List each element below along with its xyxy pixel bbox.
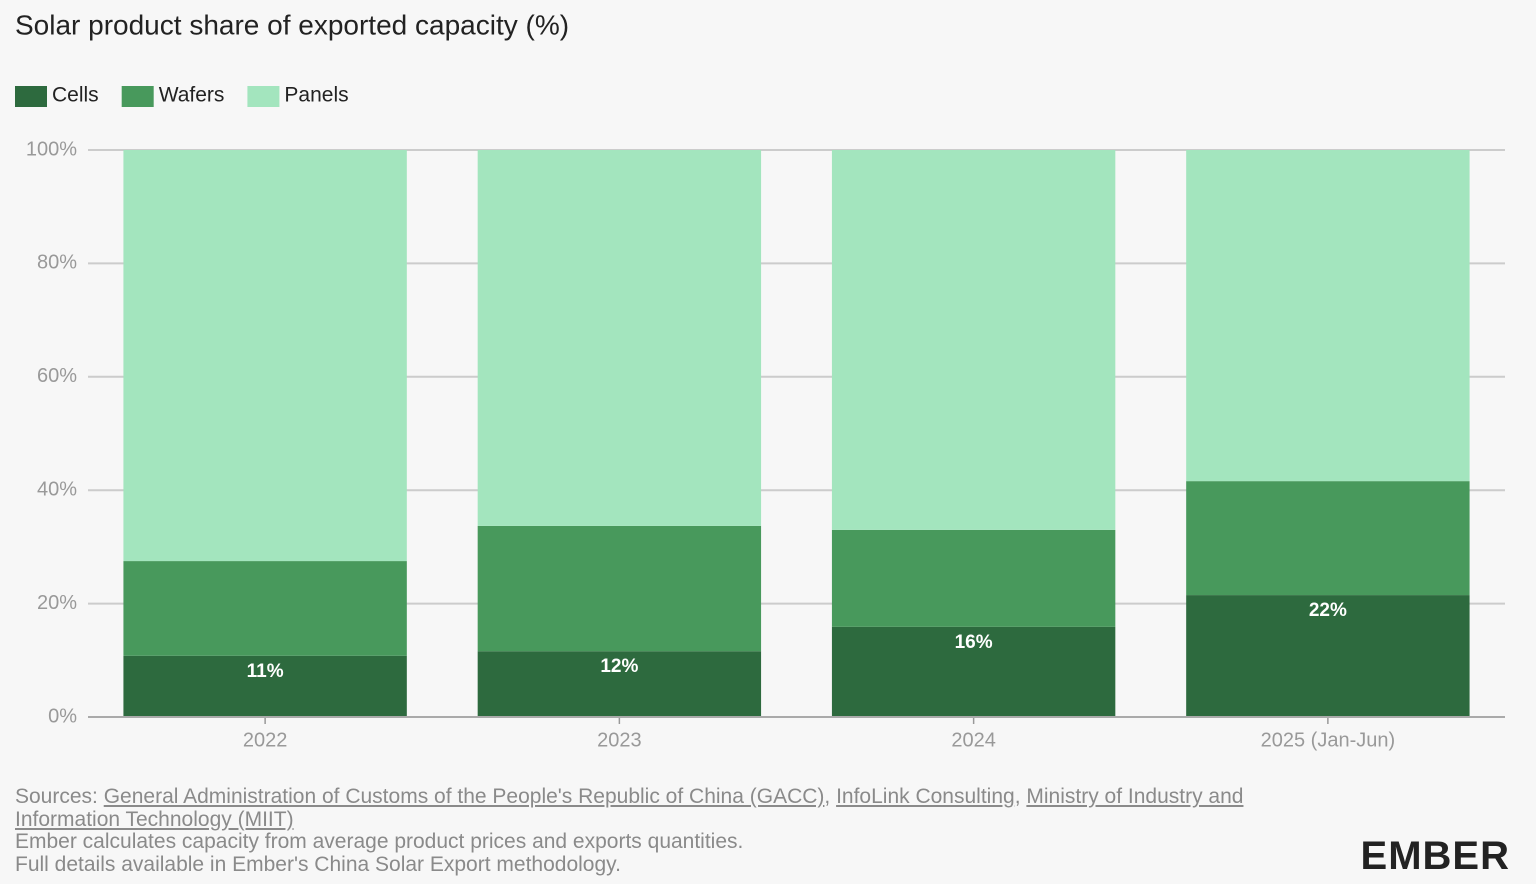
- bar-segment: [1186, 595, 1470, 717]
- data-label: 16%: [955, 632, 993, 653]
- bar-segment: [123, 150, 407, 562]
- source-link[interactable]: General Administration of Customs of the…: [103, 785, 825, 808]
- bar-segment: [123, 655, 407, 717]
- bar-segment: [477, 150, 762, 526]
- sources-label: Sources:: [15, 785, 98, 808]
- x-tick-label: 2025 (Jan-Jun): [1261, 729, 1396, 751]
- bar-segment: [123, 561, 407, 656]
- y-tick-label: 20%: [37, 592, 77, 614]
- y-tick-label: 0%: [48, 705, 77, 727]
- legend-label: Panels: [284, 84, 348, 107]
- bar-segment: [477, 525, 762, 652]
- note: Full details available in Ember's China …: [15, 852, 621, 876]
- bar-segment: [831, 529, 1116, 627]
- data-label: 12%: [600, 656, 638, 677]
- separator: ,: [1014, 785, 1027, 808]
- separator: ,: [824, 785, 837, 808]
- data-label: 22%: [1309, 600, 1347, 621]
- bar-segment: [477, 651, 762, 717]
- x-tick-label: 2024: [951, 729, 996, 751]
- x-tick-label: 2022: [243, 729, 288, 751]
- legend-swatch: [15, 86, 47, 107]
- y-tick-label: 100%: [26, 138, 77, 160]
- x-tick-label: 2023: [597, 729, 642, 751]
- source-link[interactable]: InfoLink Consulting: [836, 785, 1015, 808]
- legend-swatch: [247, 86, 280, 107]
- y-tick-label: 80%: [37, 252, 77, 274]
- legend-label: Cells: [52, 84, 99, 107]
- data-label: 11%: [247, 661, 284, 682]
- bar-segment: [1186, 150, 1470, 482]
- bar-segment: [1186, 481, 1470, 596]
- y-tick-label: 40%: [37, 478, 77, 500]
- y-tick-label: 60%: [37, 365, 77, 387]
- bar-segment: [831, 150, 1116, 530]
- source-link[interactable]: Ministry of Industry and Information Tec…: [15, 785, 1244, 831]
- footer: Sources: General Administration of Custo…: [15, 785, 1295, 876]
- source-list: General Administration of Customs of the…: [15, 785, 1243, 831]
- note: Ember calculates capacity from average p…: [15, 830, 744, 853]
- legend-swatch: [121, 86, 154, 107]
- logo: EMBER: [1360, 834, 1510, 878]
- legend-label: Wafers: [159, 84, 225, 107]
- chart-title: Solar product share of exported capacity…: [15, 9, 569, 40]
- bar-segment: [831, 626, 1116, 717]
- sources: Sources: General Administration of Custo…: [15, 785, 1295, 831]
